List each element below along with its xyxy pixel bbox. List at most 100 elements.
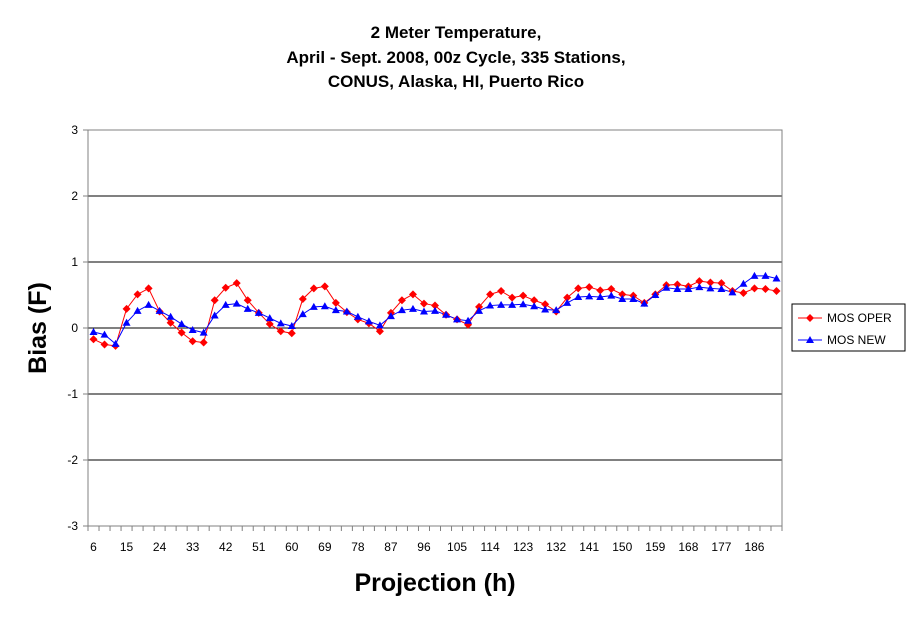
data-point-mos-new <box>717 285 726 293</box>
y-tick-label: -1 <box>67 387 78 401</box>
x-tick-label: 168 <box>678 540 698 554</box>
x-axis-title: Projection (h) <box>354 569 515 597</box>
data-point-mos-new <box>574 292 583 300</box>
legend: MOS OPER MOS NEW <box>791 303 906 352</box>
data-point-mos-new <box>221 300 230 308</box>
data-point-mos-new <box>199 328 208 336</box>
data-point-mos-oper <box>508 293 517 302</box>
data-point-mos-oper <box>519 291 528 300</box>
x-tick-label: 150 <box>612 540 632 554</box>
data-point-mos-new <box>287 322 296 330</box>
x-tick-label: 87 <box>384 540 398 554</box>
data-point-mos-new <box>298 310 307 318</box>
legend-marker-mos-new <box>806 336 814 343</box>
legend-box <box>791 303 906 352</box>
data-point-mos-oper <box>717 279 726 288</box>
data-point-mos-new <box>386 312 395 320</box>
data-point-mos-new <box>265 314 274 322</box>
data-point-mos-new <box>342 307 351 315</box>
x-tick-label: 42 <box>219 540 233 554</box>
data-point-mos-new <box>673 285 682 293</box>
data-point-mos-new <box>397 306 406 314</box>
data-point-mos-oper <box>486 290 495 299</box>
chart-title-line-1: 2 Meter Temperature, <box>371 23 542 42</box>
data-point-mos-oper <box>397 296 406 305</box>
data-point-mos-new <box>364 317 373 325</box>
data-point-mos-new <box>695 283 704 291</box>
data-point-mos-new <box>607 291 616 299</box>
data-point-mos-oper <box>574 284 583 293</box>
data-point-mos-oper <box>287 329 296 338</box>
data-point-mos-new <box>331 306 340 314</box>
data-point-mos-new <box>739 279 748 287</box>
y-tick-label: 1 <box>71 255 78 269</box>
data-point-mos-oper <box>761 285 770 294</box>
data-point-mos-new <box>706 284 715 292</box>
legend-label-mos-new: MOS NEW <box>827 333 886 347</box>
data-point-mos-new <box>596 292 605 300</box>
data-point-mos-oper <box>122 304 131 313</box>
data-point-mos-oper <box>419 299 428 308</box>
data-point-mos-oper <box>585 283 594 292</box>
y-tick-label: 3 <box>71 123 78 137</box>
data-point-mos-oper <box>188 337 197 346</box>
data-point-mos-oper <box>298 294 307 303</box>
y-tick-label: -3 <box>67 519 78 533</box>
data-point-mos-new <box>563 298 572 306</box>
data-point-mos-oper <box>320 282 329 291</box>
x-axis: 6 15 24 33 42 51 60 69 78 87 96 105 114 123 132 141 150 1… <box>87 526 783 554</box>
data-point-mos-oper <box>210 296 219 305</box>
data-point-mos-new <box>585 292 594 300</box>
x-tick-label: 186 <box>744 540 764 554</box>
data-point-mos-oper <box>133 290 142 299</box>
data-point-mos-oper <box>100 340 109 349</box>
data-point-mos-new <box>100 330 109 338</box>
data-point-mos-new <box>276 319 285 327</box>
data-point-mos-new <box>519 300 528 308</box>
data-point-mos-new <box>419 307 428 315</box>
data-point-mos-oper <box>596 286 605 295</box>
chart-title: 2 Meter Temperature, April - Sept. 2008,… <box>286 23 625 91</box>
data-point-mos-new <box>508 300 517 308</box>
data-point-mos-oper <box>331 298 340 307</box>
data-point-mos-new <box>541 305 550 313</box>
data-point-mos-new <box>640 299 649 307</box>
x-tick-label: 132 <box>546 540 566 554</box>
data-point-mos-new <box>210 311 219 319</box>
data-point-mos-new <box>133 306 142 314</box>
y-tick-label: 2 <box>71 189 78 203</box>
data-point-mos-oper <box>199 338 208 347</box>
x-tick-label: 69 <box>318 540 332 554</box>
chart-title-line-3: CONUS, Alaska, HI, Puerto Rico <box>328 72 584 91</box>
legend-label-mos-oper: MOS OPER <box>827 311 892 325</box>
data-point-mos-new <box>552 306 561 314</box>
data-point-mos-new <box>453 315 462 323</box>
data-point-mos-oper <box>177 328 186 337</box>
data-point-mos-oper <box>607 285 616 294</box>
data-point-mos-new <box>684 285 693 293</box>
data-point-mos-new <box>111 339 120 347</box>
data-point-mos-new <box>89 327 98 335</box>
data-point-mos-oper <box>265 320 274 329</box>
data-point-mos-new <box>375 321 384 329</box>
data-point-mos-new <box>442 310 451 318</box>
data-point-mos-oper <box>772 287 781 296</box>
data-point-mos-new <box>761 271 770 279</box>
x-tick-label: 33 <box>186 540 200 554</box>
data-point-mos-oper <box>309 284 318 293</box>
x-tick-label: 24 <box>153 540 167 554</box>
data-point-mos-oper <box>232 279 241 288</box>
data-point-mos-oper <box>541 300 550 309</box>
data-point-mos-new <box>155 306 164 314</box>
data-point-mos-new <box>232 299 241 307</box>
data-point-mos-new <box>431 306 439 314</box>
data-point-mos-new <box>662 283 671 291</box>
data-point-mos-new <box>177 320 186 328</box>
data-point-mos-oper <box>563 293 572 302</box>
data-point-mos-oper <box>408 290 417 299</box>
x-tick-label: 78 <box>351 540 365 554</box>
x-tick-label: 123 <box>513 540 533 554</box>
data-point-mos-oper <box>706 278 715 287</box>
chart-title-line-2: April - Sept. 2008, 00z Cycle, 335 Stati… <box>286 48 625 67</box>
